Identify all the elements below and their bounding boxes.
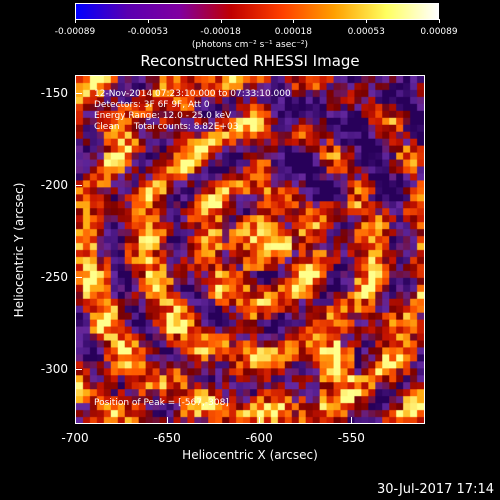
colorbar	[75, 3, 439, 20]
colorbar-tick-mark	[147, 19, 149, 23]
y-tick-label: -200	[40, 178, 68, 193]
y-tick-label: -250	[40, 270, 68, 285]
x-tick-mark	[75, 417, 76, 424]
x-tick-mark	[351, 417, 353, 424]
x-tick-mark	[259, 417, 261, 424]
x-axis-label: Heliocentric X (arcsec)	[182, 448, 318, 462]
colorbar-tick-label: 0.00089	[420, 27, 458, 37]
annotation-detectors: Detectors: 3F 6F 9F, Att 0	[94, 100, 210, 110]
y-tick-mark	[75, 368, 82, 370]
y-tick-mark	[75, 185, 82, 187]
y-axis-label: Heliocentric Y (arcsec)	[12, 182, 26, 318]
colorbar-tick-mark	[75, 19, 76, 23]
colorbar-tick-mark	[366, 19, 368, 23]
annotation-time-range: 12-Nov-2014 07:23:10.000 to 07:33:10.000	[94, 89, 291, 99]
x-tick-label: -650	[153, 431, 181, 445]
y-tick-mark	[75, 93, 82, 95]
y-tick-label: -300	[40, 361, 68, 376]
colorbar-tick-label: -0.00018	[200, 27, 241, 37]
y-tick-label: -150	[40, 86, 68, 101]
x-tick-label: -700	[61, 431, 89, 445]
colorbar-tick-label: 0.00018	[274, 27, 312, 37]
heatmap-image	[76, 76, 424, 423]
annotation-clean-counts: Clean Total counts: 8.82E+03	[94, 122, 239, 132]
colorbar-tick-label: -0.00089	[54, 27, 96, 37]
colorbar-unit-label: (photons cm⁻² s⁻¹ asec⁻²)	[191, 40, 309, 50]
colorbar-tick-label: 0.00053	[347, 27, 385, 37]
image-plot-area: 12-Nov-2014 07:23:10.000 to 07:33:10.000…	[75, 75, 425, 424]
footer-date: 30-Jul-2017 17:14	[376, 482, 494, 497]
y-tick-mark	[75, 277, 82, 279]
plot-title: Reconstructed RHESSI Image	[140, 52, 360, 70]
annotation-energy-range: Energy Range: 12.0 - 25.0 keV	[94, 111, 232, 121]
colorbar-tick-mark	[220, 19, 222, 23]
x-tick-label: -550	[337, 431, 365, 445]
x-tick-mark	[167, 417, 169, 424]
colorbar-tick-mark	[293, 19, 295, 23]
annotation-peak-position: Position of Peak = [-567,-308]	[94, 398, 229, 408]
colorbar-tick-label: -0.00053	[127, 27, 169, 37]
x-tick-label: -600	[245, 431, 273, 445]
colorbar-tick-mark	[439, 19, 440, 23]
